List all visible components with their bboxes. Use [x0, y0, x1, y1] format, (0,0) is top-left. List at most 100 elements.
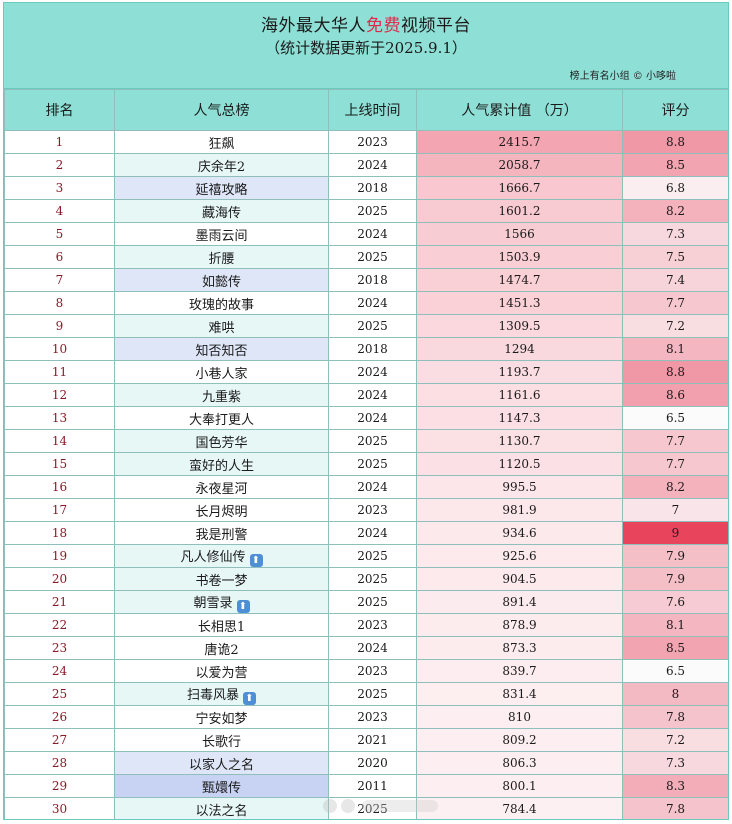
title-cell: 书卷一梦 [114, 567, 329, 591]
title-cell: 延禧攻略 [114, 176, 329, 200]
title-text: 以爱为营 [195, 665, 248, 681]
title-text: 唐诡2 [204, 642, 239, 658]
value-cell: 810 [416, 705, 623, 729]
title-cell: 以法之名 [114, 797, 329, 819]
value-cell: 1666.7 [416, 176, 623, 200]
score-cell: 7 [622, 498, 728, 522]
score-cell: 9 [622, 521, 728, 545]
title-cell: 知否知否 [114, 337, 329, 361]
value-cell: 995.5 [416, 475, 623, 499]
title-cell: 宁安如梦 [114, 705, 329, 729]
title-cell: 如懿传 [114, 268, 329, 292]
rank-cell: 3 [4, 176, 115, 200]
score-cell: 8.5 [622, 636, 728, 660]
year-cell: 2023 [328, 498, 417, 522]
year-cell: 2024 [328, 521, 417, 545]
rank-cell: 13 [4, 406, 115, 430]
year-cell: 2024 [328, 360, 417, 384]
title-cell: 永夜星河 [114, 475, 329, 499]
year-cell: 2025 [328, 245, 417, 269]
year-cell: 2018 [328, 337, 417, 361]
year-cell: 2018 [328, 176, 417, 200]
table-row: 28 以家人之名 2020 806.3 7.3 [4, 751, 728, 775]
value-cell: 809.2 [416, 728, 623, 752]
rank-cell: 30 [4, 797, 115, 819]
title-text: 凡人修仙传 [180, 549, 246, 565]
score-cell: 7.7 [622, 452, 728, 476]
title-text: 朝雪录 [193, 595, 233, 611]
title-cell: 凡人修仙传 ⬆ [114, 544, 329, 568]
table-row: 17 长月烬明 2023 981.9 7 [4, 498, 728, 522]
year-cell: 2025 [328, 567, 417, 591]
score-cell: 7.2 [622, 728, 728, 752]
score-cell: 7.7 [622, 429, 728, 453]
table-row: 15 蛮好的人生 2025 1120.5 7.7 [4, 452, 728, 476]
score-cell: 8.5 [622, 153, 728, 177]
score-cell: 7.2 [622, 314, 728, 338]
rank-cell: 16 [4, 475, 115, 499]
table-header-banner: 海外最大华人免费视频平台 （统计数据更新于2025.9.1） 榜上有名小组 © … [4, 3, 728, 89]
title-cell: 庆余年2 [114, 153, 329, 177]
value-cell: 800.1 [416, 774, 623, 798]
score-cell: 8.1 [622, 613, 728, 637]
rank-cell: 5 [4, 222, 115, 246]
title-text: 长相思1 [197, 619, 246, 635]
title-text: 如懿传 [201, 274, 241, 290]
title-text: 小巷人家 [195, 366, 248, 382]
title-text: 以家人之名 [188, 757, 254, 773]
score-cell: 7.5 [622, 245, 728, 269]
table-row: 21 朝雪录 ⬆ 2025 891.4 7.6 [4, 590, 728, 614]
value-cell: 878.9 [416, 613, 623, 637]
title-text: 墨雨云间 [195, 228, 248, 244]
title-cell: 长月烬明 [114, 498, 329, 522]
year-cell: 2025 [328, 544, 417, 568]
rank-cell: 14 [4, 429, 115, 453]
title-cell: 以家人之名 [114, 751, 329, 775]
rank-cell: 11 [4, 360, 115, 384]
title-part: 视频平台 [401, 16, 471, 36]
table-row: 5 墨雨云间 2024 1566 7.3 [4, 222, 728, 246]
table-row: 7 如懿传 2018 1474.7 7.4 [4, 268, 728, 292]
value-cell: 1193.7 [416, 360, 623, 384]
value-cell: 806.3 [416, 751, 623, 775]
up-arrow-icon: ⬆ [243, 691, 256, 705]
credit-text: 榜上有名小组 © 小哆啦 [569, 71, 676, 82]
value-cell: 1566 [416, 222, 623, 246]
score-cell: 6.5 [622, 659, 728, 683]
title-cell: 小巷人家 [114, 360, 329, 384]
rank-cell: 27 [4, 728, 115, 752]
table-row: 13 大奉打更人 2024 1147.3 6.5 [4, 406, 728, 430]
title-text: 扫毒风暴 [186, 687, 239, 703]
column-header-rank: 排名 [4, 89, 115, 131]
value-cell: 1147.3 [416, 406, 623, 430]
title-text: 知否知否 [195, 343, 248, 359]
table-row: 23 唐诡2 2024 873.3 8.5 [4, 636, 728, 660]
title-cell: 折腰 [114, 245, 329, 269]
table-row: 12 九重紫 2024 1161.6 8.6 [4, 383, 728, 407]
title-cell: 蛮好的人生 [114, 452, 329, 476]
value-cell: 891.4 [416, 590, 623, 614]
title-text: 蛮好的人生 [188, 458, 254, 474]
page-title: 海外最大华人免费视频平台 [4, 11, 728, 36]
year-cell: 2024 [328, 475, 417, 499]
rank-cell: 19 [4, 544, 115, 568]
table-row: 19 凡人修仙传 ⬆ 2025 925.6 7.9 [4, 544, 728, 568]
year-cell: 2024 [328, 406, 417, 430]
title-text: 我是刑警 [195, 527, 248, 543]
ranking-table: 排名 人气总榜 上线时间 人气累计值 （万） 评分 1 狂飙 2023 2415.7 8… [4, 89, 728, 819]
title-text: 宁安如梦 [195, 711, 248, 727]
year-cell: 2011 [328, 774, 417, 798]
table-row: 4 藏海传 2025 1601.2 8.2 [4, 199, 728, 223]
ranking-table-image: 海外最大华人免费视频平台 （统计数据更新于2025.9.1） 榜上有名小组 © … [3, 2, 729, 820]
value-cell: 904.5 [416, 567, 623, 591]
value-cell: 1474.7 [416, 268, 623, 292]
page-subtitle: （统计数据更新于2025.9.1） [265, 39, 467, 57]
title-text: 国色芳华 [195, 435, 248, 451]
table-row: 16 永夜星河 2024 995.5 8.2 [4, 475, 728, 499]
rank-cell: 8 [4, 291, 115, 315]
value-cell: 1503.9 [416, 245, 623, 269]
year-cell: 2025 [328, 429, 417, 453]
title-text: 庆余年2 [197, 159, 246, 175]
year-cell: 2025 [328, 199, 417, 223]
title-text: 永夜星河 [195, 481, 248, 497]
